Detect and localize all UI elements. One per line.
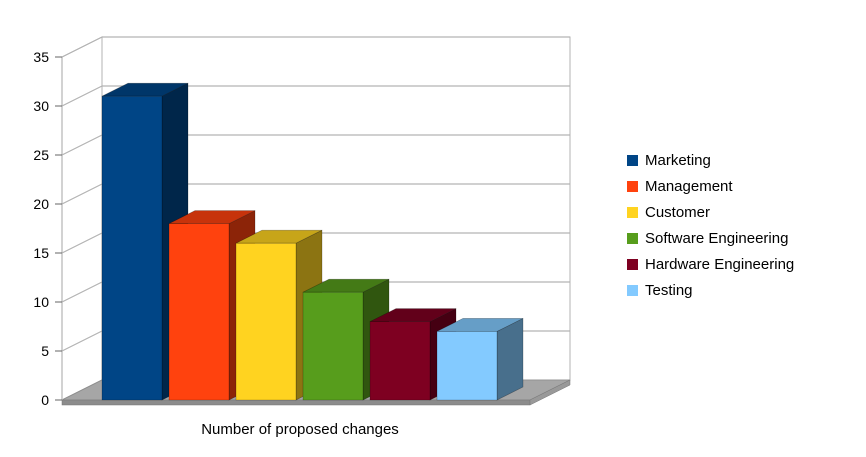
bar-front-face [168,223,230,401]
floor-front-edge [61,399,531,406]
y-axis-label: 20 [33,196,49,212]
bar-front-face [235,242,297,401]
left-wall [61,36,103,401]
legend-label: Software Engineering [645,229,789,247]
legend-swatch [627,180,638,192]
x-axis-title: Number of proposed changes [201,421,399,438]
legend-item: Marketing [627,147,794,173]
legend-item: Hardware Engineering [627,251,794,277]
y-axis-label: 10 [33,294,49,310]
gridline-side [61,330,103,352]
legend: Marketing Management Customer Software Engi… [627,147,794,303]
legend-item: Customer [627,199,794,225]
y-axis-label: 35 [33,49,49,65]
y-axis-label: 25 [33,147,49,163]
bar-side-face [496,317,524,401]
gridline-side [61,36,103,58]
legend-label: Management [645,177,733,195]
y-axis-label: 5 [41,343,49,359]
gridline-side [61,232,103,254]
y-axis-label: 30 [33,98,49,114]
legend-swatch [627,284,638,296]
floor-right-edge [529,379,571,406]
legend-label: Testing [645,281,693,299]
legend-swatch [627,206,638,218]
legend-item: Testing [627,277,794,303]
legend-swatch [627,258,638,270]
y-axis-label: 15 [33,245,49,261]
bar [436,317,524,401]
legend-swatch [627,154,638,166]
gridline-side [61,85,103,107]
legend-swatch [627,232,638,244]
legend-label: Customer [645,203,711,221]
bar-front-face [436,331,498,401]
chart-scene: 0 5 10 15 20 25 30 35 [33,36,571,408]
legend-label: Marketing [645,151,711,169]
legend-item: Software Engineering [627,225,794,251]
legend-label: Hardware Engineering [645,255,795,273]
gridline-side [61,134,103,156]
gridline-side [61,281,103,303]
bar-front-face [302,291,364,401]
y-axis-label: 0 [41,392,49,408]
gridline-side [61,183,103,205]
bar-front-face [101,95,163,401]
legend-item: Management [627,173,794,199]
bar-front-face [369,321,431,401]
